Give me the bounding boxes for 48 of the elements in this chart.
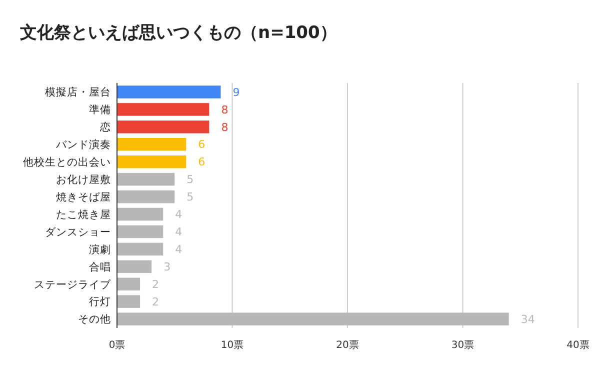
x-tick-label: 40票 xyxy=(566,340,590,351)
x-tick-label: 30票 xyxy=(451,340,474,351)
y-tick-label: 模擬店・屋台 xyxy=(45,86,111,99)
bar xyxy=(117,312,509,326)
x-tick-label: 20票 xyxy=(336,340,359,351)
bar xyxy=(117,120,210,134)
data-label: 4 xyxy=(175,226,182,239)
y-tick-label: お化け屋敷 xyxy=(56,174,111,186)
bar xyxy=(117,278,140,290)
y-tick-label: 他校生との出会い xyxy=(23,156,111,169)
bar xyxy=(117,242,164,256)
y-tick-label: 合唱 xyxy=(89,260,111,274)
data-label: 6 xyxy=(198,138,206,152)
bar xyxy=(117,172,175,186)
data-label: 3 xyxy=(164,260,171,274)
y-tick-label: 恋 xyxy=(99,120,111,134)
data-label: 5 xyxy=(186,173,194,186)
data-label: 4 xyxy=(175,208,182,222)
bar xyxy=(117,103,210,116)
bar xyxy=(117,295,140,308)
y-tick-label: ダンスショー xyxy=(45,226,111,238)
y-tick-label: バンド演奏 xyxy=(55,138,111,152)
y-tick-label: その他 xyxy=(78,314,111,326)
y-tick-label: 焼きそば屋 xyxy=(56,191,111,204)
data-label: 34 xyxy=(520,312,535,326)
y-tick-label: 演劇 xyxy=(89,242,111,256)
data-label: 4 xyxy=(175,243,182,256)
bar xyxy=(117,208,164,221)
bar xyxy=(117,190,175,204)
chart-title: 文化祭といえば思いつくもの（n=100） xyxy=(19,23,337,43)
bar xyxy=(117,225,164,238)
x-tick-label: 10票 xyxy=(220,340,244,351)
y-tick-label: 準備 xyxy=(89,104,111,116)
data-label: 9 xyxy=(232,86,240,99)
x-tick-label: 0票 xyxy=(108,340,126,351)
bar xyxy=(117,86,221,98)
y-tick-label: 行灯 xyxy=(89,296,111,308)
y-tick-label: ステージライブ xyxy=(34,278,112,291)
y-tick-label: たこ焼き屋 xyxy=(56,208,111,221)
data-label: 2 xyxy=(152,295,160,308)
data-label: 8 xyxy=(221,120,228,134)
data-label: 5 xyxy=(186,190,194,204)
bar xyxy=(117,155,186,168)
data-label: 6 xyxy=(198,156,206,169)
bar xyxy=(117,260,152,273)
data-label: 8 xyxy=(221,103,228,116)
data-label: 2 xyxy=(152,278,160,291)
bar xyxy=(117,138,186,151)
